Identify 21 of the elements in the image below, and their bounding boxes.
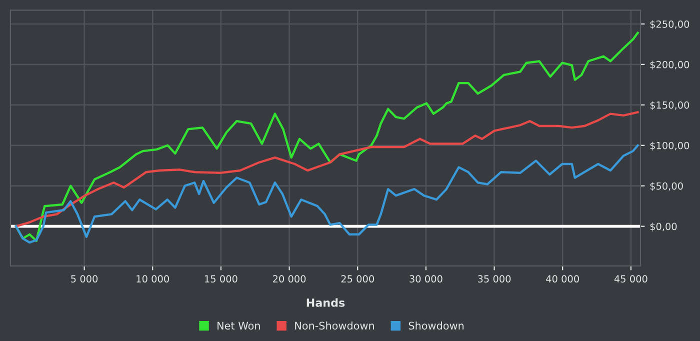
- x-tick-label: 15 000: [205, 275, 238, 283]
- x-tick-label: 35 000: [478, 275, 511, 283]
- x-axis-title: Hands: [306, 298, 345, 307]
- legend-label: Showdown: [408, 322, 464, 330]
- y-tick-label: $200,00: [650, 60, 690, 70]
- y-tick-label: $100,00: [650, 142, 690, 151]
- x-tick-label: 10 000: [136, 275, 169, 283]
- x-tick-label: 40 000: [546, 275, 579, 283]
- x-tick-label: 45 000: [614, 275, 648, 283]
- line-series: [14, 111, 639, 228]
- x-tick-label: 25 000: [341, 275, 374, 283]
- y-tick-label: $0,00: [650, 222, 677, 232]
- y-tick-label: $250,00: [650, 20, 690, 30]
- line-series: [14, 144, 639, 244]
- x-tick-label: 20 000: [272, 275, 306, 283]
- x-tick-label: 30 000: [410, 275, 442, 283]
- x-tick-label: 5 000: [71, 275, 98, 283]
- legend-label: Non-Showdown: [295, 322, 374, 330]
- y-tick-label: $50,00: [650, 182, 683, 191]
- legend-label: Net Won: [218, 322, 260, 330]
- y-tick-label: $150,00: [650, 101, 690, 110]
